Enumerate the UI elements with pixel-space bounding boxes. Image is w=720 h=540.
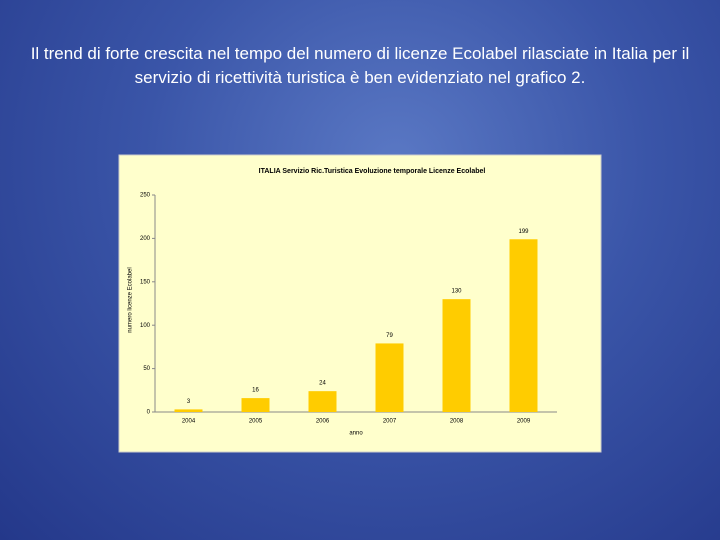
y-tick-label: 50 (143, 366, 150, 372)
chart-title: ITALIA Servizio Ric.Turistica Evoluzione… (259, 168, 486, 175)
x-tick-label: 2005 (249, 419, 263, 425)
x-axis-label: anno (349, 431, 363, 437)
bar (509, 239, 538, 412)
y-tick-label: 100 (140, 323, 151, 329)
y-axis-label: numero licenze Ecolabel (128, 267, 134, 332)
data-label: 79 (386, 333, 393, 339)
x-tick-label: 2009 (517, 419, 531, 425)
bar (375, 343, 404, 412)
data-label: 199 (518, 229, 529, 235)
y-tick-label: 200 (140, 236, 151, 242)
bar (442, 299, 471, 412)
x-tick-label: 2007 (383, 419, 397, 425)
bar (308, 391, 337, 412)
slide-text: Il trend di forte crescita nel tempo del… (30, 44, 690, 87)
bar (241, 398, 270, 412)
data-label: 130 (451, 289, 462, 295)
data-label: 24 (319, 381, 326, 387)
data-label: 3 (187, 399, 191, 405)
bar (174, 409, 203, 412)
x-tick-label: 2006 (316, 419, 330, 425)
y-tick-label: 150 (140, 279, 151, 285)
x-tick-label: 2008 (450, 419, 464, 425)
x-tick-label: 2004 (182, 419, 196, 425)
y-tick-label: 0 (147, 410, 151, 416)
data-label: 16 (252, 388, 259, 394)
y-tick-label: 250 (140, 193, 151, 199)
